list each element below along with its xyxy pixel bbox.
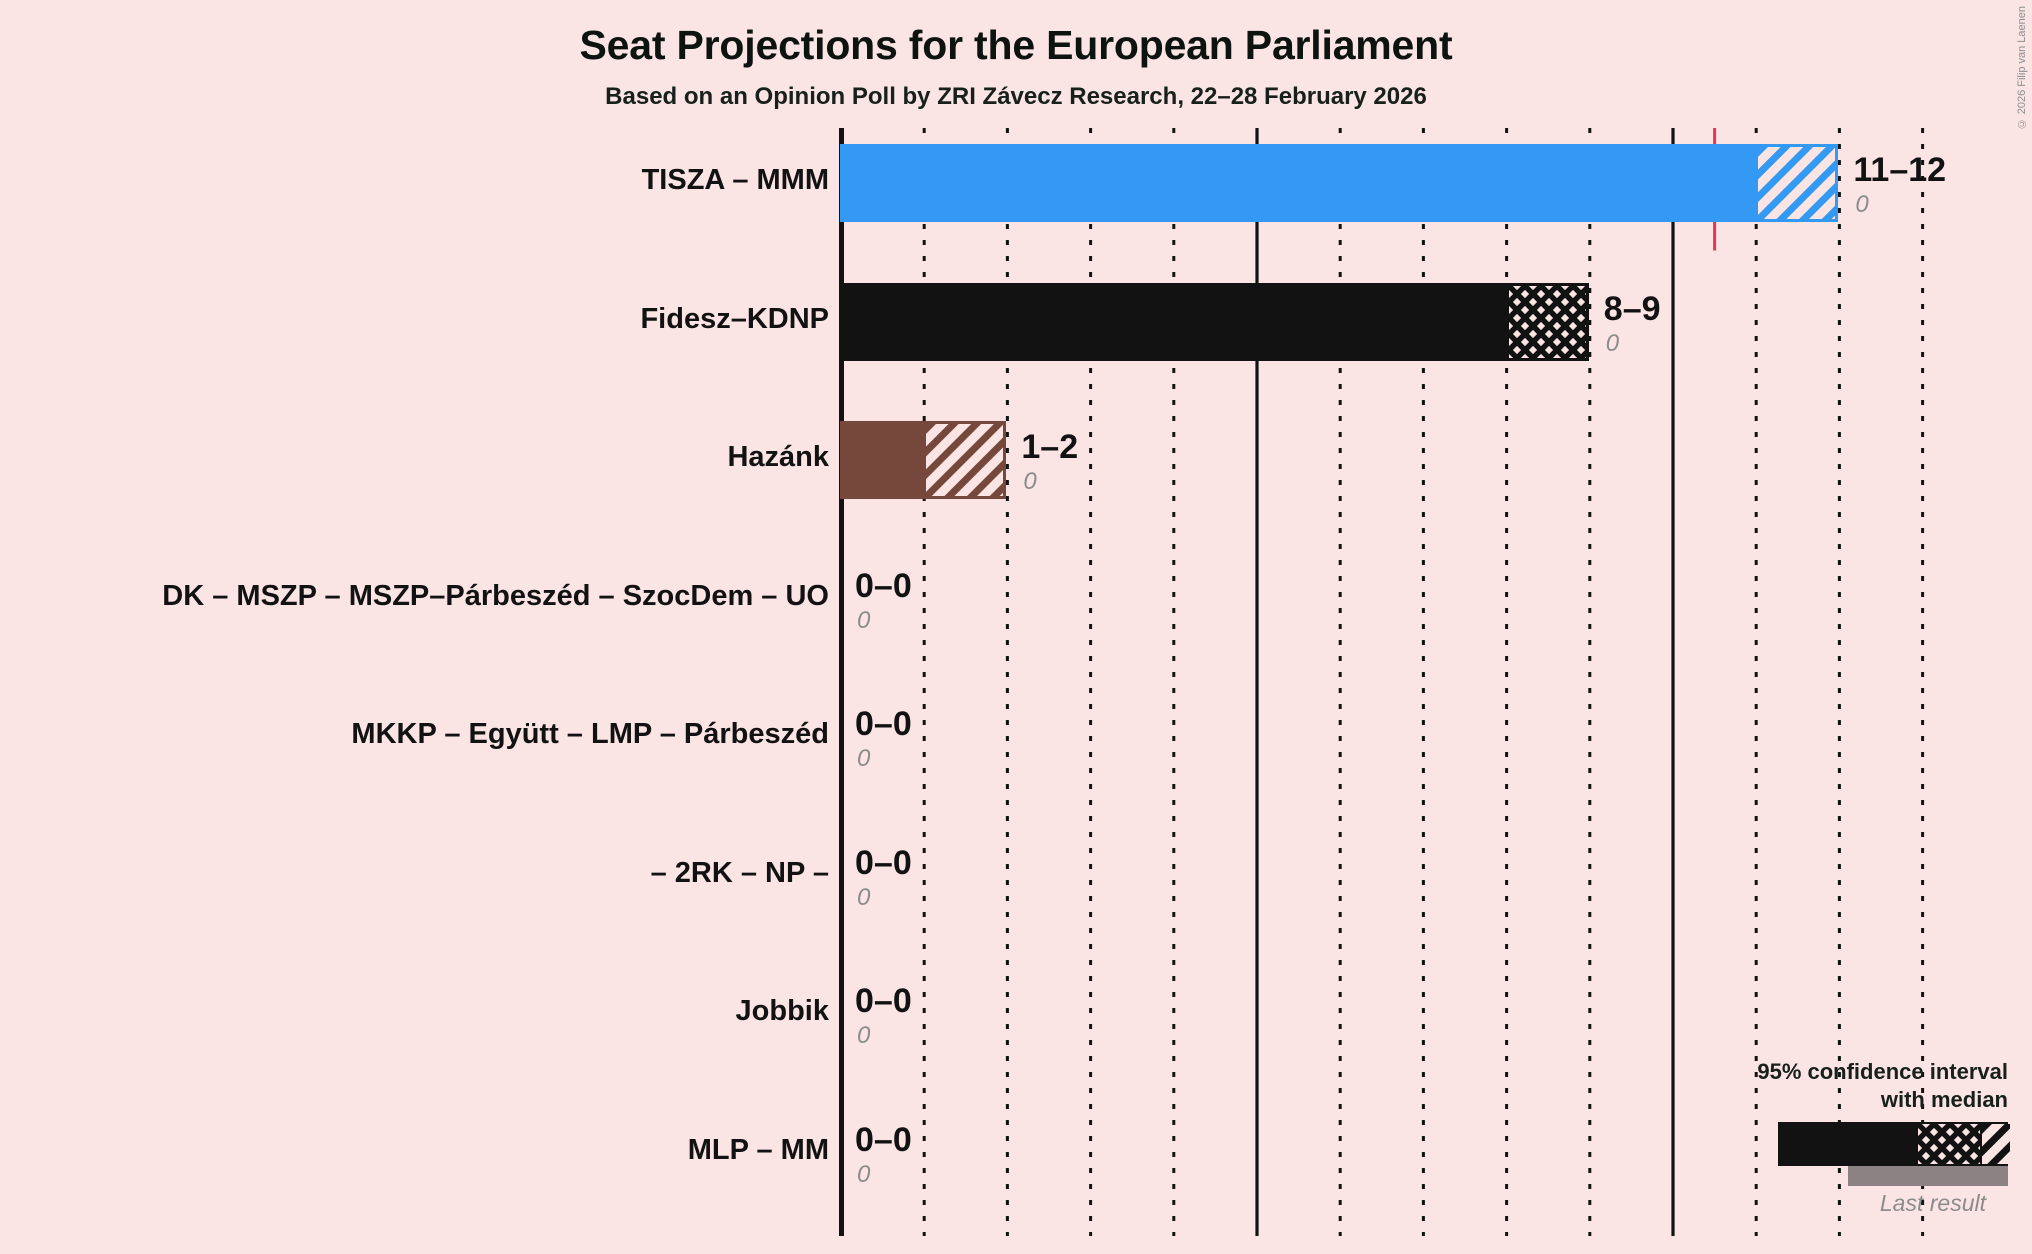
last-result-value: 0 xyxy=(857,745,871,772)
last-result-value: 0 xyxy=(1605,329,1620,357)
chart-legend: 95% confidence interval with median Last… xyxy=(1757,1058,2010,1217)
party-label: TISZA – MMM xyxy=(641,164,829,196)
seat-range-label: 0–0 xyxy=(855,566,912,605)
last-result-value: 0 xyxy=(857,1022,871,1049)
party-label: DK – MSZP – MSZP–Párbeszéd – SzocDem – U… xyxy=(162,579,829,612)
median-segment xyxy=(840,144,1756,222)
party-label: Jobbik xyxy=(735,995,829,1027)
seat-range-label: 0–0 xyxy=(855,705,912,743)
seat-range-label: 8–9 xyxy=(1603,289,1661,328)
seat-range-label: 11–12 xyxy=(1853,151,1947,189)
party-label: Fidesz–KDNP xyxy=(640,302,829,335)
copyright-notice: © 2026 Filip van Laenen xyxy=(2016,6,2028,130)
seat-range-label: 1–2 xyxy=(1021,428,1079,466)
last-result-value: 0 xyxy=(1855,191,1869,218)
confidence-interval-segment xyxy=(923,421,1007,499)
party-label: MKKP – Együtt – LMP – Párbeszéd xyxy=(351,718,829,750)
legend-last-result-label: Last result xyxy=(1879,1190,1986,1217)
party-label: Hazánk xyxy=(727,441,829,473)
legend-last-result-bar xyxy=(1848,1166,2008,1187)
party-label: MLP – MM xyxy=(687,1133,829,1166)
legend-diagonal-segment xyxy=(1980,1124,2010,1165)
confidence-interval-segment xyxy=(1505,282,1589,361)
legend-crosshatch-segment xyxy=(1918,1124,1980,1165)
last-result-value: 0 xyxy=(857,606,871,634)
last-result-value: 0 xyxy=(1023,468,1037,495)
last-result-value: 0 xyxy=(857,1160,871,1188)
legend-line-1: 95% confidence interval xyxy=(1757,1059,2008,1084)
page-title: Seat Projections for the European Parlia… xyxy=(579,22,1453,68)
seat-bar xyxy=(840,282,1589,361)
seat-range-label: 0–0 xyxy=(855,982,912,1020)
seat-range-label: 0–0 xyxy=(855,843,912,882)
y-axis-line xyxy=(840,128,844,1236)
seat-bar xyxy=(840,421,1007,499)
median-segment xyxy=(840,421,924,499)
legend-interval-bar xyxy=(1778,1122,2010,1167)
seat-range-label: 0–0 xyxy=(855,1120,912,1159)
median-segment xyxy=(840,282,1506,361)
legend-line-2: with median xyxy=(1880,1087,2008,1113)
party-label: – 2RK – NP – xyxy=(650,856,829,889)
page-subtitle: Based on an Opinion Poll by ZRI Závecz R… xyxy=(605,83,1427,110)
confidence-interval-segment xyxy=(1755,144,1839,222)
last-result-value: 0 xyxy=(857,883,871,911)
seat-bar xyxy=(840,144,1839,222)
